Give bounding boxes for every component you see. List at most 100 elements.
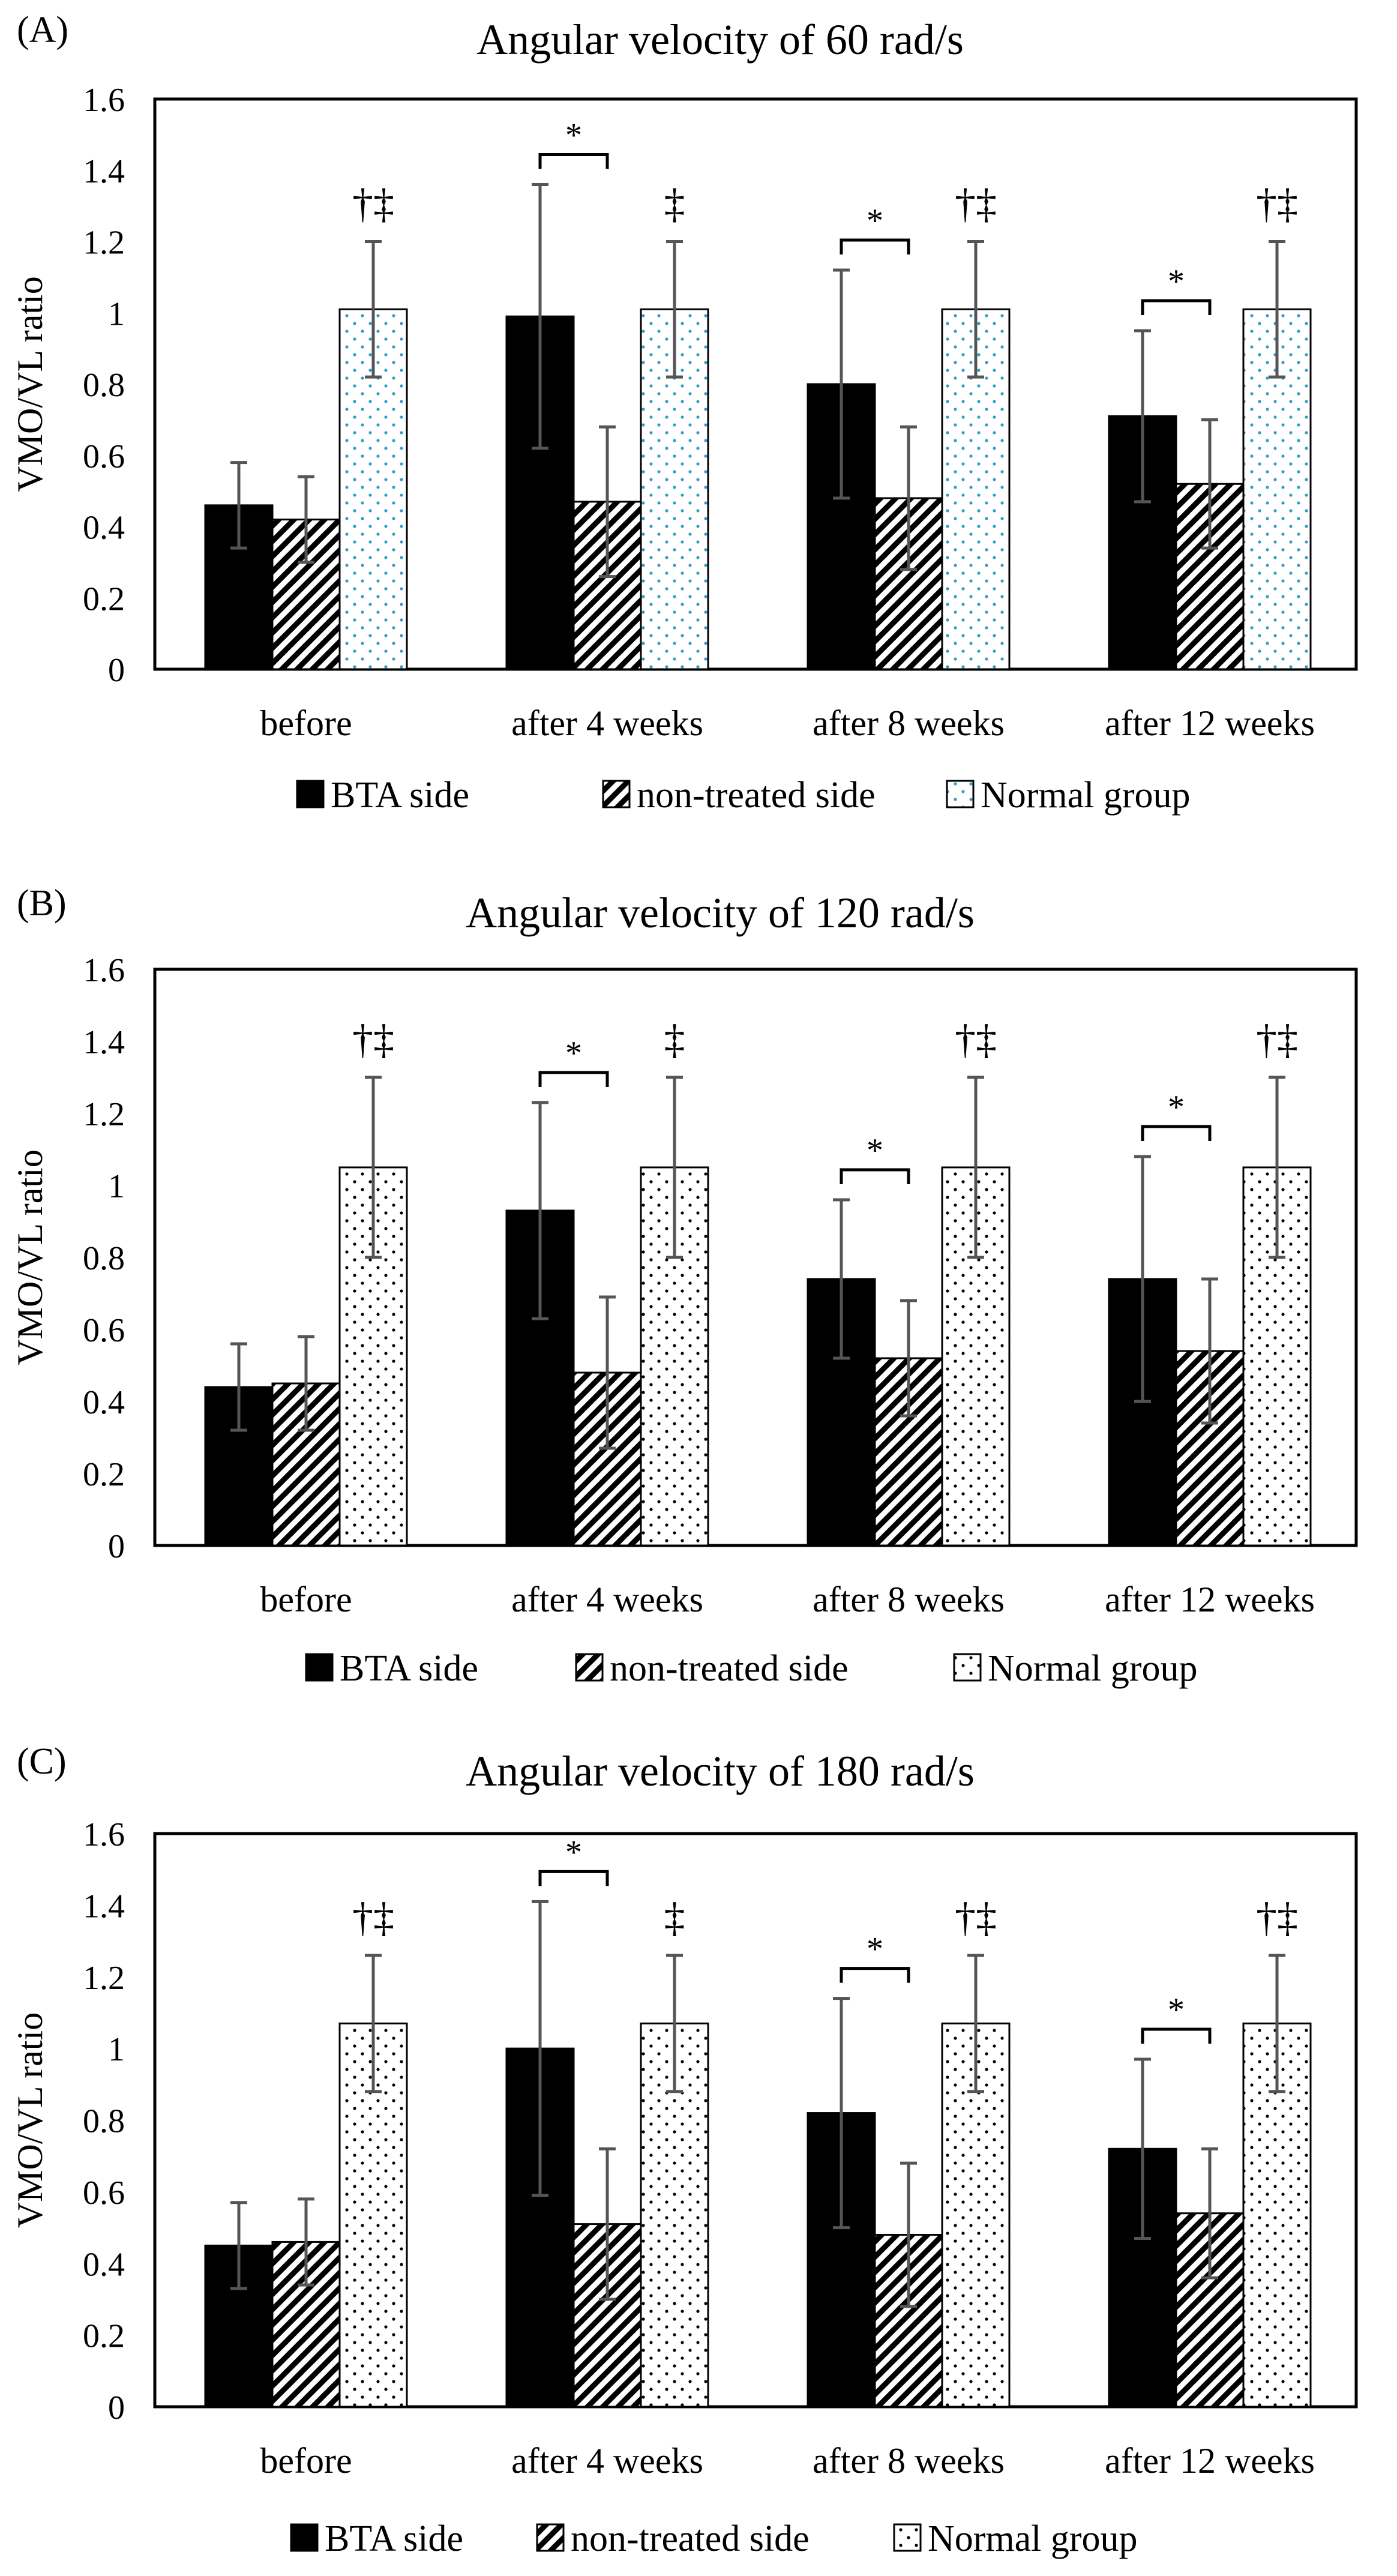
y-tick-label: 0.6 xyxy=(83,2174,125,2212)
chart-title: Angular velocity of 180 rad/s xyxy=(466,1747,975,1795)
y-tick-label: 0.8 xyxy=(83,367,125,404)
significance-star: * xyxy=(565,117,582,154)
significance-bracket xyxy=(1141,299,1212,315)
y-tick-label: 1 xyxy=(108,2031,125,2068)
legend-swatch xyxy=(290,2523,319,2552)
significance-bracket xyxy=(538,153,609,169)
significance-mark: †‡ xyxy=(352,1895,394,1941)
significance-star: * xyxy=(565,1035,582,1072)
y-tick-label: 1.2 xyxy=(83,224,125,262)
y-tick-label: 1.4 xyxy=(83,153,125,190)
significance-mark: ‡ xyxy=(664,181,685,227)
y-tick-label: 0.2 xyxy=(83,1456,125,1493)
legend-label: Normal group xyxy=(988,1648,1198,1689)
x-category-label: before xyxy=(260,2441,352,2481)
y-tick-label: 0 xyxy=(108,652,125,689)
significance-mark: †‡ xyxy=(955,181,997,227)
plot-frame xyxy=(153,97,1358,671)
y-tick-label: 1.2 xyxy=(83,1960,125,1997)
y-tick-label: 1.6 xyxy=(83,1816,125,1853)
legend-label: BTA side xyxy=(325,2518,463,2559)
significance-mark: ‡ xyxy=(664,1017,685,1063)
chart-panel-a: (A) Angular velocity of 60 rad/s 0 0.2 0.4 0.… xyxy=(10,10,1358,816)
significance-bracket xyxy=(840,1967,910,1983)
legend-swatch xyxy=(536,2523,565,2552)
legend-swatch xyxy=(946,780,975,808)
y-tick-label: 1.2 xyxy=(83,1096,125,1133)
x-category-label: after 4 weeks xyxy=(511,2441,703,2481)
y-tick-label: 0.2 xyxy=(83,580,125,618)
significance-bracket xyxy=(840,238,910,254)
legend-swatch xyxy=(953,1653,982,1682)
y-tick-label: 1.4 xyxy=(83,1888,125,1925)
significance-star: * xyxy=(867,1931,883,1968)
y-tick-label: 0.6 xyxy=(83,1312,125,1349)
plot-frame xyxy=(153,1832,1358,2409)
significance-mark: ‡ xyxy=(664,1895,685,1941)
legend-label: non-treated side xyxy=(637,775,876,816)
x-category-label: before xyxy=(260,1580,352,1619)
legend-label: Normal group xyxy=(928,2518,1138,2559)
legend-swatch xyxy=(575,1653,604,1682)
bar-normal-group xyxy=(338,308,408,670)
chart-panel-b: (B) Angular velocity of 120 rad/s 0 0.2 0.4 0… xyxy=(10,883,1358,1689)
x-category-label: after 12 weeks xyxy=(1105,703,1315,743)
significance-mark: †‡ xyxy=(1256,1895,1298,1941)
legend-swatch xyxy=(893,2523,922,2552)
x-category-label: after 8 weeks xyxy=(813,703,1005,743)
legend-label: BTA side xyxy=(331,775,469,816)
x-category-label: after 4 weeks xyxy=(511,703,703,743)
chart-title: Angular velocity of 60 rad/s xyxy=(476,16,964,64)
y-tick-label: 0.2 xyxy=(83,2318,125,2355)
plot-frame xyxy=(153,968,1358,1547)
significance-star: * xyxy=(867,1132,883,1169)
significance-mark: †‡ xyxy=(352,1017,394,1063)
significance-star: * xyxy=(867,202,883,239)
legend-label: Normal group xyxy=(981,775,1191,816)
y-tick-label: 1 xyxy=(108,295,125,333)
legend-label: non-treated side xyxy=(571,2518,810,2559)
y-tick-label: 0.4 xyxy=(83,2246,125,2283)
legend-label: BTA side xyxy=(340,1648,478,1689)
x-category-label: after 8 weeks xyxy=(813,1580,1005,1619)
y-tick-label: 1.4 xyxy=(83,1024,125,1061)
y-tick-label: 0.4 xyxy=(83,1384,125,1421)
significance-mark: †‡ xyxy=(955,1017,997,1063)
significance-mark: †‡ xyxy=(352,181,394,227)
significance-bracket xyxy=(538,1870,609,1886)
chart-title: Angular velocity of 120 rad/s xyxy=(466,889,975,937)
y-tick-label: 0 xyxy=(108,1528,125,1565)
x-category-label: before xyxy=(260,703,352,743)
y-axis-label: VMO/VL ratio xyxy=(10,2012,50,2228)
significance-bracket xyxy=(840,1168,910,1184)
legend-label: non-treated side xyxy=(610,1648,849,1689)
legend-swatch xyxy=(305,1653,334,1682)
x-category-label: after 12 weeks xyxy=(1105,1580,1315,1619)
x-category-label: after 8 weeks xyxy=(813,2441,1005,2481)
y-tick-label: 1.6 xyxy=(83,952,125,989)
significance-star: * xyxy=(1168,1089,1185,1126)
y-tick-label: 0.8 xyxy=(83,2103,125,2140)
y-tick-label: 0.8 xyxy=(83,1240,125,1277)
y-tick-label: 1.6 xyxy=(83,82,125,119)
significance-bracket xyxy=(1141,2027,1212,2044)
significance-star: * xyxy=(1168,263,1185,300)
significance-star: * xyxy=(1168,1991,1185,2029)
significance-star: * xyxy=(565,1834,582,1871)
panel-label: (C) xyxy=(17,1741,67,1782)
x-category-label: after 12 weeks xyxy=(1105,2441,1315,2481)
chart-panel-c: (C) Angular velocity of 180 rad/s 0 0.2 0.4 0… xyxy=(10,1741,1358,2559)
y-tick-label: 0.4 xyxy=(83,510,125,547)
x-category-label: after 4 weeks xyxy=(511,1580,703,1619)
legend-swatch xyxy=(296,780,325,808)
significance-bracket xyxy=(538,1071,609,1087)
y-tick-label: 0.6 xyxy=(83,438,125,475)
panel-label: (A) xyxy=(17,10,68,50)
y-axis-label: VMO/VL ratio xyxy=(10,1149,50,1365)
y-tick-label: 0 xyxy=(108,2389,125,2427)
significance-mark: †‡ xyxy=(1256,181,1298,227)
panel-label: (B) xyxy=(17,883,67,924)
significance-mark: †‡ xyxy=(955,1895,997,1941)
y-tick-label: 1 xyxy=(108,1168,125,1205)
significance-mark: †‡ xyxy=(1256,1017,1298,1063)
